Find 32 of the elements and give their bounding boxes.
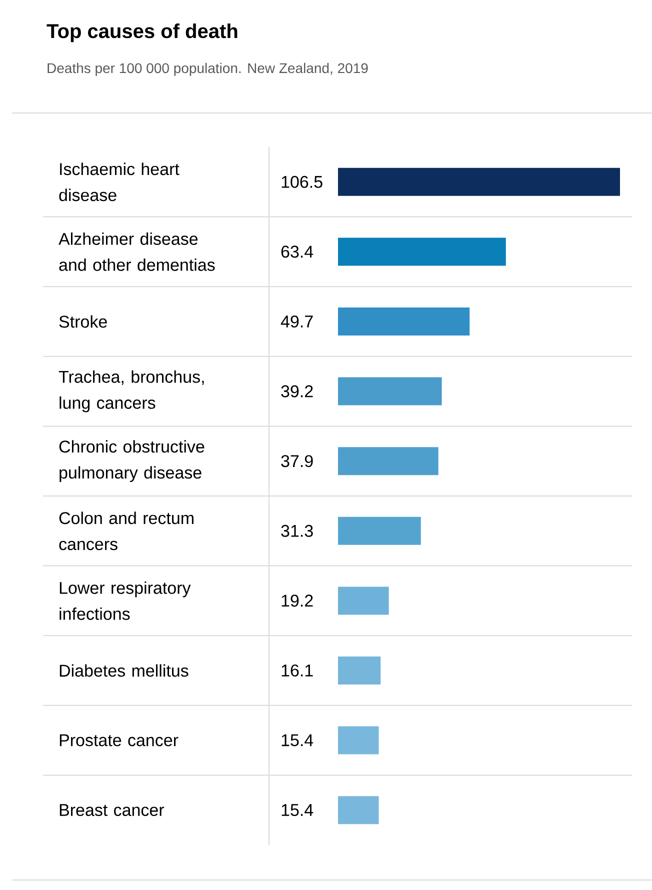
bar bbox=[338, 447, 438, 476]
bar bbox=[338, 308, 470, 336]
y-tick-label: Colon and rectum cancers bbox=[59, 512, 194, 550]
text: Top causes of death bbox=[46, 24, 238, 42]
bar bbox=[338, 377, 442, 406]
y-tick-label: Breast cancer bbox=[60, 804, 164, 816]
bar bbox=[338, 168, 620, 196]
data-label: 15.4 bbox=[282, 734, 314, 746]
bar bbox=[338, 516, 421, 545]
y-tick-label: Stroke bbox=[59, 315, 107, 328]
bar bbox=[338, 586, 389, 615]
y-tick-label: Lower respiratory infections bbox=[60, 581, 191, 620]
data-label: 15.4 bbox=[282, 804, 314, 816]
data-label: 16.1 bbox=[282, 664, 313, 677]
y-tick-label: Trachea, bronchus, lung cancers bbox=[58, 370, 204, 412]
bar bbox=[338, 726, 379, 754]
y-tick-label: Diabetes mellitus bbox=[60, 664, 188, 677]
y-tick-label: Alzheimer disease and other dementias bbox=[58, 232, 215, 271]
data-label: 63.4 bbox=[281, 246, 314, 258]
bar bbox=[338, 656, 381, 684]
data-label: 106.5 bbox=[282, 176, 322, 188]
y-tick-label: Chronic obstructive pulmonary disease bbox=[59, 440, 204, 482]
bar bbox=[338, 238, 506, 266]
y-tick-label: Prostate cancer bbox=[60, 734, 178, 746]
data-label: 37.9 bbox=[281, 455, 313, 468]
data-label: 39.2 bbox=[281, 385, 313, 398]
y-tick-label: Ischaemic heart disease bbox=[59, 162, 180, 202]
data-label: 19.2 bbox=[282, 594, 313, 607]
data-label: 49.7 bbox=[280, 315, 313, 328]
data-label: 31.3 bbox=[281, 524, 313, 537]
bar bbox=[338, 796, 379, 824]
text: Deaths per 100 000 population. New Zealand, 2019 bbox=[48, 62, 368, 76]
